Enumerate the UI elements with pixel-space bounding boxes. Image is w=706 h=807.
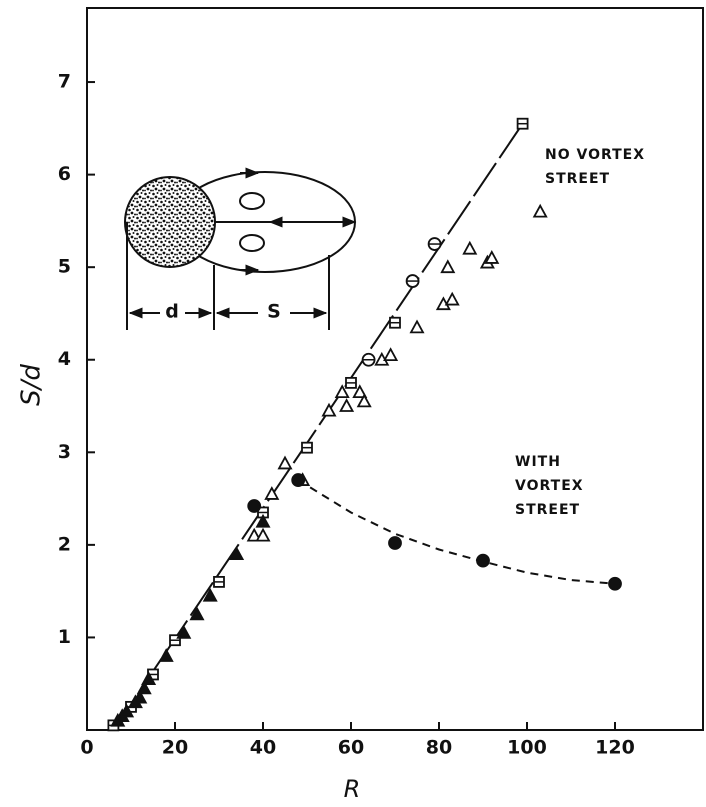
data-point	[202, 587, 218, 602]
data-point	[291, 473, 306, 487]
data-point	[484, 250, 500, 264]
data-point	[409, 319, 425, 334]
x-tick-label: 0	[80, 737, 93, 759]
fit-line	[297, 479, 616, 585]
data-point	[532, 203, 548, 218]
data-point	[141, 671, 157, 685]
data-point	[356, 393, 372, 408]
x-axis-label: R	[344, 775, 361, 803]
x-tick-label: 40	[250, 737, 276, 759]
y-tick-label: 4	[58, 348, 71, 370]
data-point	[352, 384, 368, 399]
data-point	[229, 546, 245, 561]
data-point	[334, 384, 350, 399]
data-point	[388, 536, 402, 550]
data-point	[189, 606, 205, 621]
y-tick-label: 6	[58, 163, 71, 185]
data-point	[119, 703, 135, 718]
data-point	[246, 527, 262, 542]
inset-diagram	[124, 167, 357, 330]
x-tick-label: 20	[162, 737, 188, 759]
data-point	[132, 689, 148, 704]
annotation: WITH	[515, 454, 561, 470]
x-tick-label: 120	[595, 737, 635, 759]
y-tick-label: 5	[58, 256, 71, 278]
data-point	[383, 347, 399, 362]
y-tick-label: 7	[58, 71, 71, 93]
data-point	[339, 398, 355, 412]
x-tick-label: 100	[507, 737, 547, 759]
data-point	[440, 259, 456, 274]
fit-line	[112, 123, 524, 731]
data-point	[321, 402, 337, 417]
data-point	[136, 680, 152, 695]
data-point	[608, 576, 622, 591]
y-tick-label: 1	[58, 626, 71, 648]
data-point	[277, 455, 293, 470]
data-point	[247, 499, 262, 513]
data-point	[264, 486, 280, 500]
data-point	[176, 624, 192, 639]
annotation: NO VORTEX	[545, 147, 645, 163]
data-point	[444, 291, 460, 306]
data-point	[255, 527, 271, 542]
inset-d-label: d	[165, 301, 179, 323]
data-point	[158, 648, 174, 662]
data-point	[462, 240, 478, 255]
annotation: STREET	[545, 171, 610, 187]
x-tick-label: 60	[338, 737, 364, 759]
data-point	[255, 513, 271, 528]
plot-frame	[86, 7, 704, 731]
x-tick-label: 80	[426, 737, 452, 759]
data-point	[476, 553, 490, 568]
annotation: VORTEX	[515, 478, 584, 494]
inset-s-label: S	[267, 301, 281, 323]
y-tick-label: 2	[58, 533, 71, 555]
y-axis-label: S/d	[17, 364, 47, 406]
annotation: STREET	[515, 502, 580, 518]
y-tick-label: 3	[58, 441, 71, 463]
